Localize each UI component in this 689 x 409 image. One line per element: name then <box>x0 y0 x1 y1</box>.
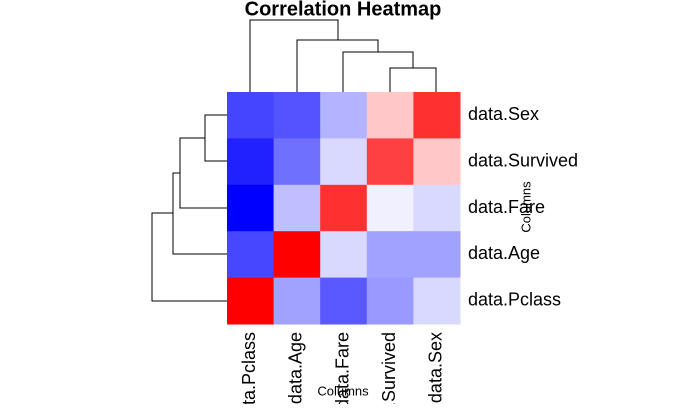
x-axis-label: Columns <box>317 383 369 398</box>
y-axis-label: Columns <box>518 181 533 233</box>
heatmap-cell <box>273 138 321 186</box>
heatmap-cell <box>320 231 368 279</box>
heatmap-cell <box>320 92 368 139</box>
row-label: data.Sex <box>468 104 539 124</box>
column-label: data.Age <box>286 332 306 404</box>
heatmap-cell <box>273 231 321 279</box>
heatmap-cell <box>366 277 414 325</box>
row-label: data.Pclass <box>468 290 561 310</box>
column-label: data.Fare <box>332 332 352 404</box>
heatmap-cell <box>227 92 275 139</box>
row-label: data.Fare <box>468 197 545 217</box>
heatmap-cell <box>366 138 414 186</box>
heatmap-cell <box>366 231 414 279</box>
heatmap-cell <box>227 277 275 325</box>
heatmap-cell <box>227 138 275 186</box>
heatmap-cell <box>413 231 461 279</box>
heatmap-cell <box>413 277 461 325</box>
column-dendrogram <box>249 19 437 92</box>
column-label: data.Survived <box>379 332 399 404</box>
heatmap-cell <box>413 184 461 232</box>
heatmap-cell <box>366 92 414 139</box>
heatmap-cell <box>320 277 368 325</box>
heatmap-cell <box>273 184 321 232</box>
heatmap-cell <box>273 92 321 139</box>
heatmap-cell <box>227 184 275 232</box>
row-dendrogram <box>151 114 227 302</box>
heatmap-cell <box>413 92 461 139</box>
heatmap-cell <box>320 184 368 232</box>
heatmap-cell <box>227 231 275 279</box>
heatmap-cell <box>273 277 321 325</box>
heatmap-cell <box>413 138 461 186</box>
heatmap-cell <box>366 184 414 232</box>
column-label: data.Sex <box>425 332 445 403</box>
row-label: data.Survived <box>468 150 578 170</box>
column-label: data.Pclass <box>239 332 259 404</box>
chart-title: Correlation Heatmap <box>245 0 442 20</box>
row-label: data.Age <box>468 243 540 263</box>
heatmap-cell <box>320 138 368 186</box>
